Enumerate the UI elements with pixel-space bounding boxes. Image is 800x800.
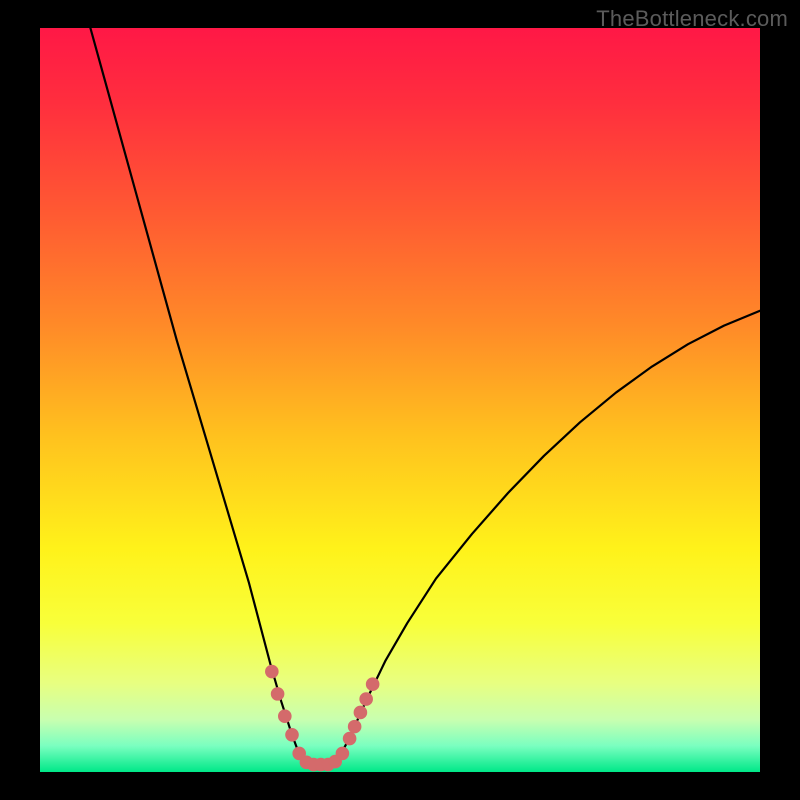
marker-dot <box>286 729 299 742</box>
bottleneck-chart <box>0 0 800 800</box>
marker-dot <box>348 720 361 733</box>
marker-dot <box>366 678 379 691</box>
watermark-text: TheBottleneck.com <box>596 6 788 32</box>
marker-dot <box>354 706 367 719</box>
marker-dot <box>279 710 292 723</box>
marker-dot <box>360 693 373 706</box>
marker-dot <box>266 665 279 678</box>
marker-dot <box>336 747 349 760</box>
marker-dot <box>343 732 356 745</box>
chart-background <box>40 28 760 772</box>
marker-dot <box>271 688 284 701</box>
